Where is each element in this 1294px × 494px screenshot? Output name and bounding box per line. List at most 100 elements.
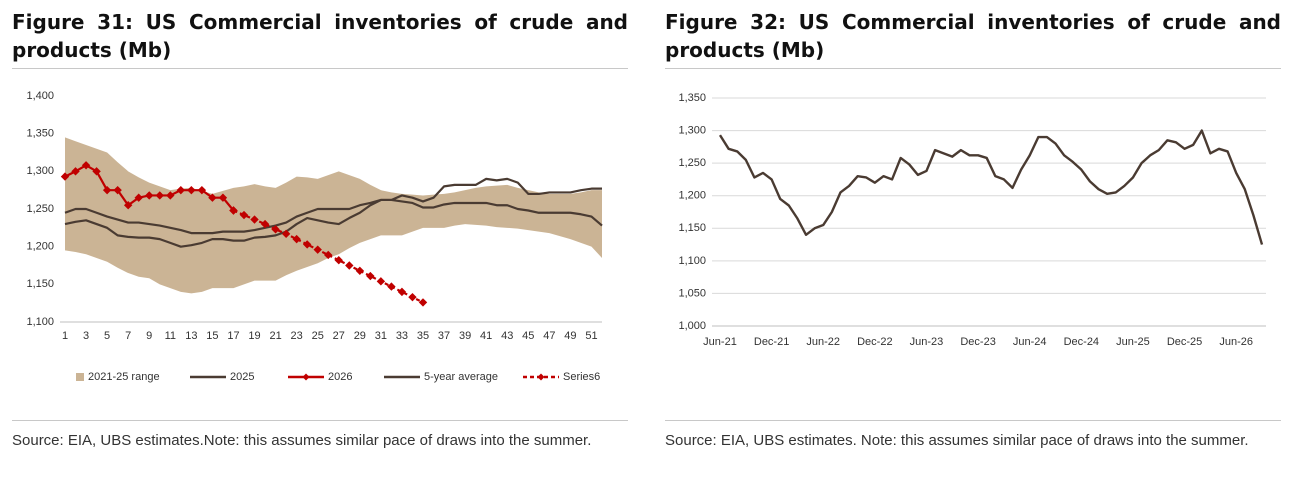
point-marker bbox=[281, 229, 291, 239]
x-tick-label: 9 bbox=[146, 330, 152, 342]
x-tick-label: 25 bbox=[312, 330, 324, 342]
legend-marker bbox=[537, 373, 545, 381]
point-marker bbox=[376, 277, 386, 286]
figure-title: Figure 31: US Commercial inventories of … bbox=[12, 10, 628, 62]
y-tick-label: 1,000 bbox=[678, 320, 706, 332]
x-tick-label: 39 bbox=[459, 330, 471, 342]
point-marker bbox=[102, 185, 112, 195]
legend-label: 5-year average bbox=[424, 371, 498, 383]
y-tick-label: 1,300 bbox=[678, 124, 706, 136]
figure-title: Figure 32: US Commercial inventories of … bbox=[665, 10, 1281, 62]
y-tick-label: 1,150 bbox=[678, 222, 706, 234]
x-tick-label: 21 bbox=[269, 330, 281, 342]
x-tick-label: 45 bbox=[522, 330, 534, 342]
x-tick-label: Jun-21 bbox=[703, 336, 737, 348]
x-tick-label: 7 bbox=[125, 330, 131, 342]
y-tick-label: 1,350 bbox=[678, 92, 706, 104]
series-line bbox=[718, 129, 1264, 245]
point-marker bbox=[218, 193, 228, 202]
point-marker bbox=[81, 161, 91, 170]
legend-label: Series6 bbox=[563, 371, 600, 383]
x-tick-label: 1 bbox=[62, 330, 68, 342]
point-marker bbox=[418, 298, 428, 307]
point-marker bbox=[92, 167, 101, 176]
legend-label: 2026 bbox=[328, 371, 352, 383]
point-marker bbox=[239, 210, 249, 220]
x-tick-label: Dec-25 bbox=[1167, 336, 1202, 348]
rule bbox=[665, 420, 1281, 421]
y-tick-label: 1,100 bbox=[26, 316, 54, 328]
y-tick-label: 1,300 bbox=[26, 165, 54, 177]
y-tick-label: 1,150 bbox=[26, 278, 54, 290]
y-tick-label: 1,200 bbox=[26, 241, 54, 253]
y-tick-label: 1,350 bbox=[26, 128, 54, 140]
legend-label: 2025 bbox=[230, 371, 254, 383]
x-tick-label: Dec-24 bbox=[1064, 336, 1099, 348]
source-note: Source: EIA, UBS estimates. Note: this a… bbox=[665, 432, 1249, 449]
y-tick-label: 1,250 bbox=[678, 157, 706, 169]
legend-swatch bbox=[76, 373, 84, 381]
x-tick-label: Dec-22 bbox=[857, 336, 892, 348]
x-tick-label: 47 bbox=[543, 330, 555, 342]
y-tick-label: 1,400 bbox=[26, 90, 54, 102]
x-tick-label: 51 bbox=[585, 330, 597, 342]
x-tick-label: Jun-24 bbox=[1013, 336, 1047, 348]
x-tick-label: 15 bbox=[206, 330, 218, 342]
x-tick-label: 29 bbox=[354, 330, 366, 342]
point-marker bbox=[176, 185, 186, 195]
y-tick-label: 1,250 bbox=[26, 203, 54, 215]
point-marker bbox=[292, 234, 301, 244]
point-marker bbox=[271, 225, 280, 234]
x-tick-label: 5 bbox=[104, 330, 110, 342]
x-tick-label: 31 bbox=[375, 330, 387, 342]
x-tick-label: Jun-25 bbox=[1116, 336, 1150, 348]
point-marker bbox=[345, 261, 354, 270]
y-tick-label: 1,050 bbox=[678, 287, 706, 299]
point-marker bbox=[229, 206, 238, 215]
point-marker bbox=[208, 193, 217, 202]
rule bbox=[665, 68, 1281, 69]
rule bbox=[12, 420, 628, 421]
series-line bbox=[64, 177, 602, 248]
range-band bbox=[65, 137, 602, 294]
point-marker bbox=[113, 185, 122, 195]
x-tick-label: 35 bbox=[417, 330, 429, 342]
point-marker bbox=[187, 185, 196, 195]
point-marker bbox=[355, 266, 365, 275]
x-tick-label: Dec-21 bbox=[754, 336, 789, 348]
x-tick-label: Jun-23 bbox=[910, 336, 944, 348]
y-tick-label: 1,200 bbox=[678, 190, 706, 202]
x-tick-label: 33 bbox=[396, 330, 408, 342]
point-marker bbox=[197, 185, 207, 195]
x-tick-label: 41 bbox=[480, 330, 492, 342]
point-marker bbox=[134, 193, 143, 202]
point-marker bbox=[366, 271, 375, 281]
x-tick-label: 11 bbox=[165, 330, 176, 342]
x-tick-label: 19 bbox=[248, 330, 260, 342]
x-tick-label: 3 bbox=[83, 330, 89, 342]
x-tick-label: Jun-26 bbox=[1219, 336, 1253, 348]
series-line bbox=[64, 198, 603, 235]
rule bbox=[12, 68, 628, 69]
point-marker bbox=[408, 292, 417, 302]
y-tick-label: 1,100 bbox=[678, 255, 706, 267]
point-marker bbox=[123, 201, 133, 210]
x-tick-label: 27 bbox=[333, 330, 345, 342]
x-tick-label: Jun-22 bbox=[806, 336, 840, 348]
legend-marker bbox=[302, 373, 310, 381]
point-marker bbox=[313, 245, 322, 254]
point-marker bbox=[71, 167, 80, 176]
x-tick-label: Dec-23 bbox=[960, 336, 995, 348]
point-marker bbox=[387, 282, 396, 291]
x-tick-label: 17 bbox=[227, 330, 239, 342]
x-tick-label: 37 bbox=[438, 330, 450, 342]
point-marker bbox=[155, 191, 164, 200]
x-tick-label: 13 bbox=[185, 330, 197, 342]
point-marker bbox=[302, 240, 312, 249]
x-tick-label: 23 bbox=[291, 330, 303, 342]
point-marker bbox=[397, 287, 407, 297]
point-marker bbox=[334, 256, 343, 265]
